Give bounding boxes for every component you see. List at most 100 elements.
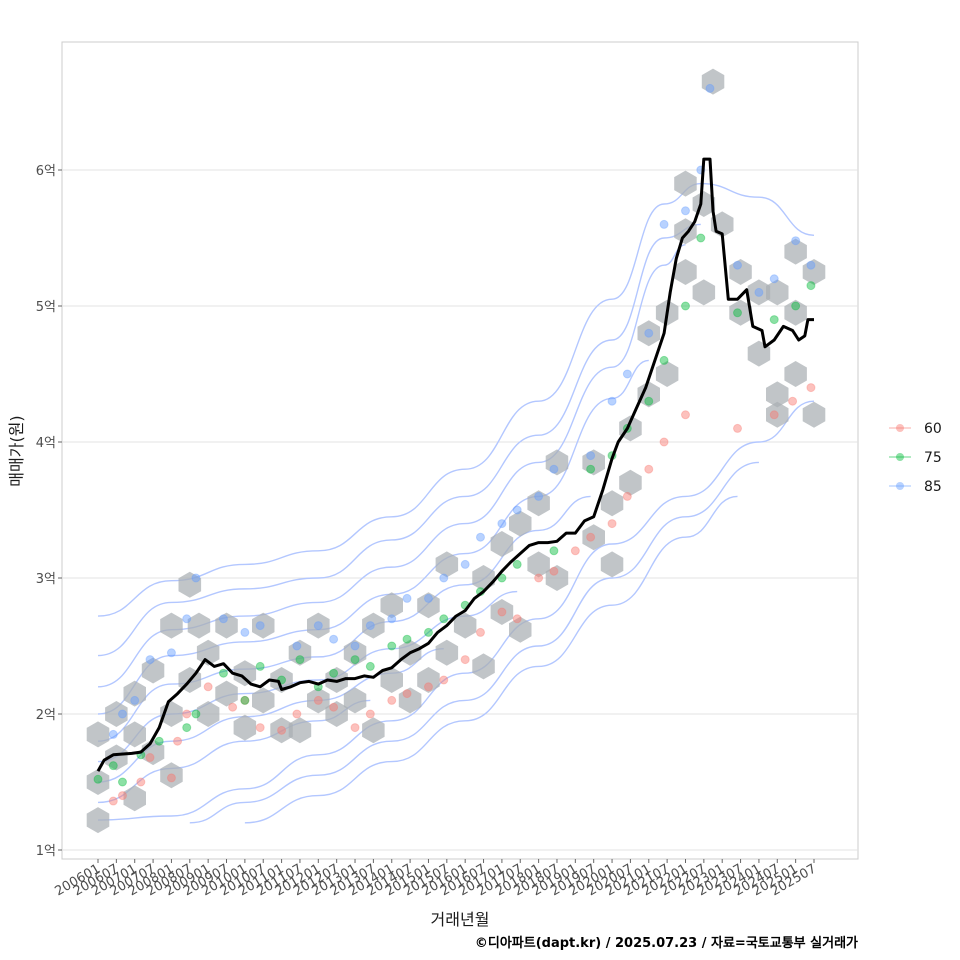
x-axis-title: 거래년월: [431, 910, 490, 929]
hexbin: [527, 551, 550, 578]
point-60: [313, 695, 323, 705]
point-85: [497, 519, 507, 529]
point-75: [439, 614, 449, 624]
point-60: [769, 410, 779, 420]
point-60: [166, 773, 176, 783]
point-75: [659, 355, 669, 365]
hexbin: [288, 717, 312, 744]
point-85: [329, 634, 339, 644]
point-75: [644, 396, 654, 406]
point-75: [108, 761, 118, 771]
hexbin: [490, 599, 514, 625]
panel-background: [61, 41, 859, 860]
point-75: [240, 695, 250, 705]
hexbin: [600, 551, 624, 578]
point-60: [423, 682, 433, 692]
x-axis-ticks: 2006012006072007012007072008012008072009…: [53, 859, 819, 899]
hexbin: [766, 401, 789, 428]
contour-line: [189, 461, 759, 824]
point-85: [423, 593, 433, 603]
point-75: [806, 281, 816, 291]
y-axis-ticks: 1억 2억 3억 4억 5억 6억: [36, 164, 62, 859]
point-60: [329, 702, 339, 712]
point-60: [108, 796, 118, 806]
hexbin: [802, 259, 826, 285]
point-60: [512, 614, 522, 624]
hexbin: [362, 612, 385, 639]
point-85: [365, 621, 375, 631]
caption: ©디아파트(dapt.kr) / 2025.07.23 / 자료=국토교통부 실…: [475, 935, 858, 951]
point-75: [402, 634, 412, 644]
hexbin: [692, 279, 716, 306]
hexbin: [105, 744, 128, 771]
point-85: [439, 573, 449, 583]
point-85: [659, 219, 669, 229]
point-85: [145, 655, 155, 665]
hexbin: [233, 714, 257, 741]
hexbin: [270, 717, 293, 744]
hexbin: [490, 531, 514, 557]
point-85: [791, 236, 801, 246]
hexbin: [582, 449, 605, 476]
point-85: [117, 709, 127, 719]
point-85: [475, 532, 485, 542]
point-75: [696, 233, 706, 243]
point-60: [586, 532, 596, 542]
point-75: [218, 668, 228, 678]
hexbin: [545, 449, 569, 476]
point-60: [806, 383, 816, 393]
hexbin: [619, 469, 642, 496]
hexbin: [343, 687, 367, 714]
hexbin: [472, 653, 495, 680]
legend-label: 75: [924, 450, 942, 466]
hexbin: [307, 612, 330, 639]
hexbin: [178, 571, 202, 598]
y-tick-label: 2억: [36, 708, 56, 723]
point-85: [255, 621, 265, 631]
point-60: [182, 709, 192, 719]
point-60: [460, 655, 470, 665]
point-75: [182, 723, 192, 733]
y-tick-label: 6억: [36, 164, 56, 179]
point-60: [607, 519, 617, 529]
point-60: [117, 791, 127, 801]
hexbin: [215, 612, 238, 639]
hexbin: [747, 279, 771, 306]
legend-label: 85: [924, 479, 942, 495]
point-85: [182, 614, 192, 624]
y-tick-label: 3억: [36, 572, 56, 587]
legend-key-point: [896, 424, 904, 432]
hexbin: [417, 592, 440, 619]
hexbin: [674, 259, 697, 285]
hexbin: [123, 721, 146, 748]
hexbin: [784, 299, 807, 326]
point-60: [549, 566, 559, 576]
point-85: [402, 593, 412, 603]
hexbin: [215, 680, 238, 707]
legend-key-point: [896, 453, 904, 461]
hexbin: [784, 238, 807, 265]
legend-key-point: [896, 482, 904, 490]
point-85: [680, 206, 690, 216]
point-75: [93, 774, 103, 784]
point-85: [350, 641, 360, 651]
hexbin: [509, 510, 532, 537]
point-60: [680, 410, 690, 420]
point-85: [292, 641, 302, 651]
hexbin: [252, 687, 275, 714]
point-85: [705, 83, 715, 93]
point-85: [769, 274, 779, 284]
legend: 60 75 85: [889, 421, 942, 495]
point-75: [191, 709, 201, 719]
hexbin: [802, 401, 826, 428]
point-75: [733, 308, 743, 318]
point-75: [549, 546, 559, 556]
point-85: [733, 260, 743, 270]
hexbin: [784, 361, 807, 387]
point-85: [644, 328, 654, 338]
point-60: [534, 573, 544, 583]
point-60: [497, 607, 507, 617]
point-60: [439, 675, 449, 685]
point-75: [295, 655, 305, 665]
